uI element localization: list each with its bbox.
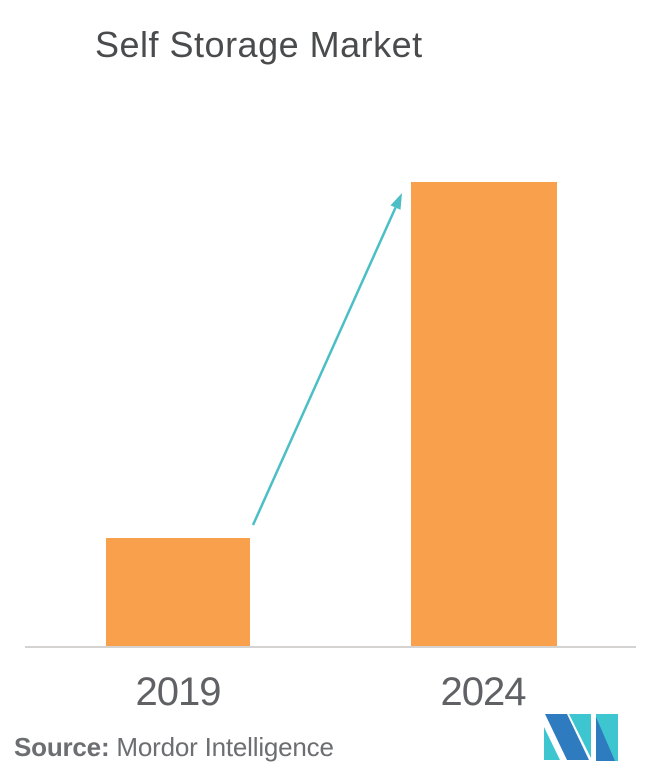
source-label: Source: xyxy=(14,732,110,762)
growth-arrow-head xyxy=(390,193,402,210)
logo-m-left-teal-triangle xyxy=(544,727,560,760)
chart-title: Self Storage Market xyxy=(95,24,423,65)
x-tick-label-2024: 2024 xyxy=(440,670,527,714)
source-attribution: Source: Mordor Intelligence xyxy=(14,732,334,763)
logo-m-right-teal-triangle xyxy=(569,714,591,758)
bar-2019 xyxy=(106,538,250,646)
growth-arrow-line xyxy=(251,207,397,526)
x-axis-line xyxy=(25,646,636,648)
bar-2024 xyxy=(411,182,557,646)
x-tick-label-2019: 2019 xyxy=(135,670,222,714)
logo-i-blue-triangle xyxy=(596,717,615,761)
logo-m-blue-parallelogram xyxy=(545,714,589,760)
mordor-intelligence-logo xyxy=(544,714,618,761)
source-company: Mordor Intelligence xyxy=(109,732,334,762)
